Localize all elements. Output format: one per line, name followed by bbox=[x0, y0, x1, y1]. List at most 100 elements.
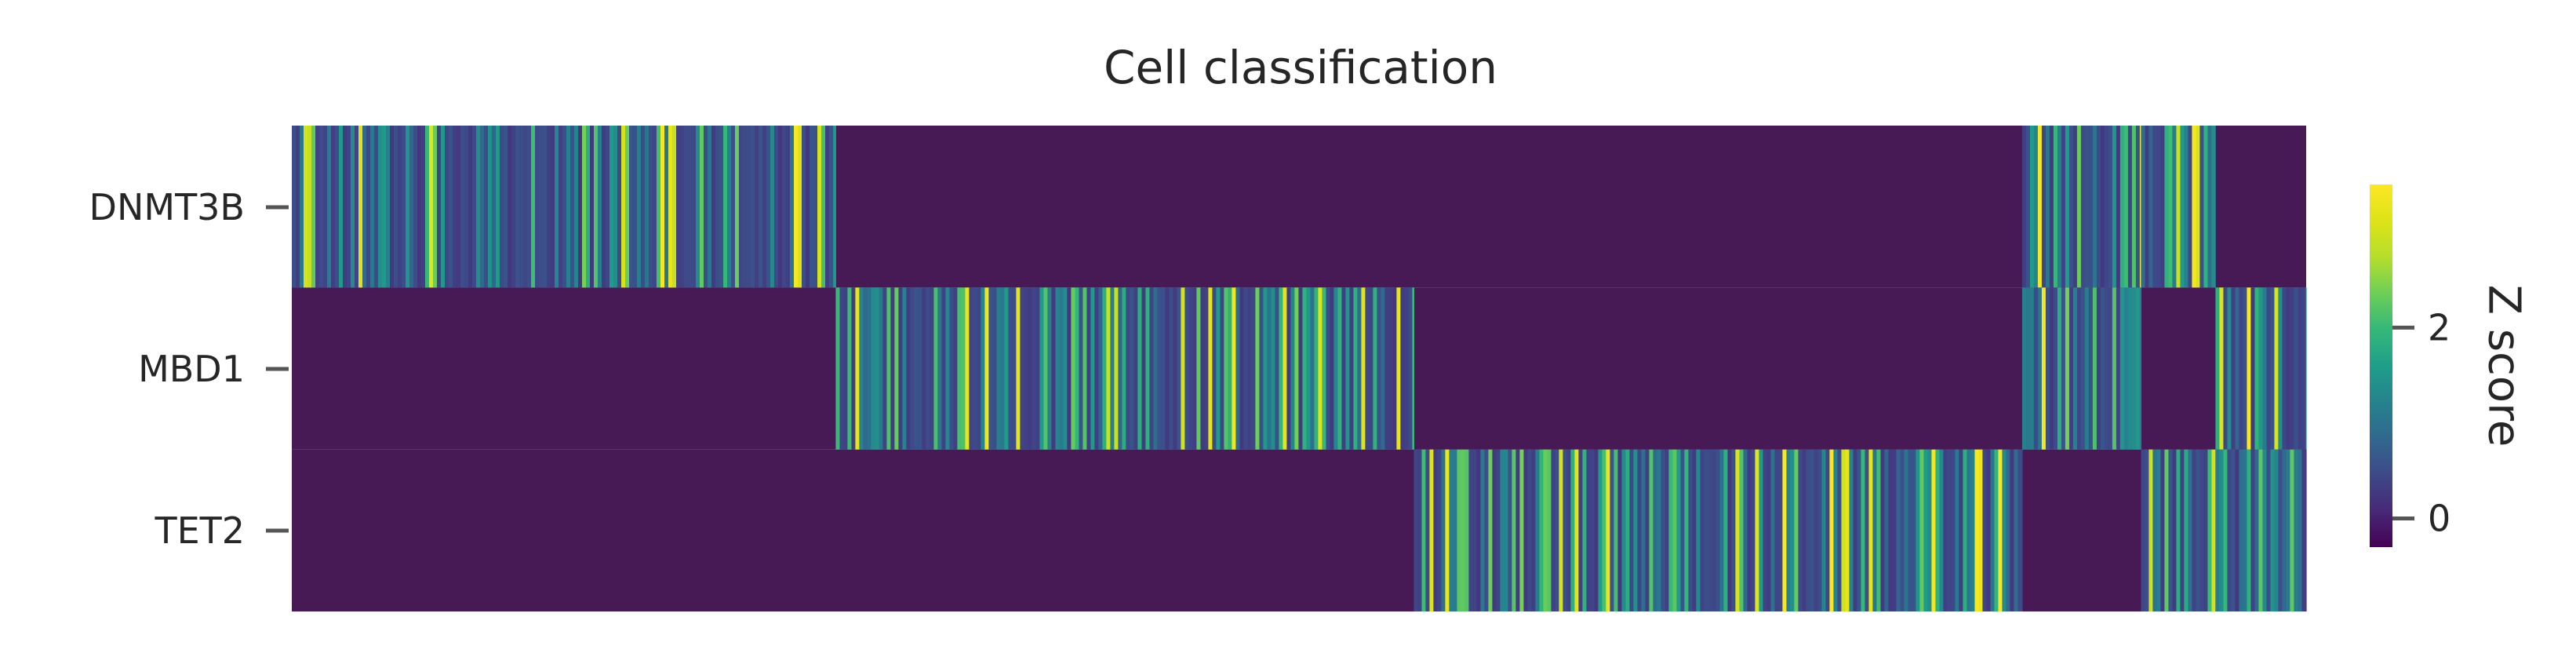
heatmap-cell bbox=[2219, 287, 2224, 450]
heatmap-cell bbox=[859, 287, 864, 450]
heatmap-cell bbox=[2092, 126, 2098, 288]
heatmap-cell bbox=[727, 126, 732, 288]
heatmap-cell bbox=[2305, 449, 2307, 611]
heatmap-cell bbox=[941, 287, 946, 450]
heatmap-cell bbox=[2053, 126, 2058, 288]
heatmap-cell bbox=[1610, 449, 1614, 611]
heatmap-cell bbox=[2254, 287, 2259, 450]
heatmap-cell bbox=[2145, 449, 2149, 611]
heatmap-cell bbox=[1384, 287, 1389, 450]
heatmap-cell bbox=[1200, 287, 1205, 450]
heatmap-cell bbox=[1004, 287, 1009, 450]
heatmap-cell bbox=[2080, 126, 2086, 288]
heatmap-cell bbox=[2207, 449, 2212, 611]
heatmap-cell bbox=[2294, 449, 2298, 611]
heatmap-cell bbox=[2108, 287, 2113, 450]
heatmap-cell bbox=[1680, 449, 1685, 611]
heatmap-cell bbox=[1098, 287, 1103, 450]
heatmap-cell bbox=[660, 126, 665, 288]
heatmap-cell bbox=[1939, 449, 1944, 611]
heatmap-cell bbox=[1464, 449, 1469, 611]
heatmap-cell bbox=[2080, 287, 2086, 450]
heatmap-cell bbox=[1974, 449, 1979, 611]
heatmap-cell bbox=[2088, 126, 2094, 288]
heatmap-cell bbox=[1802, 449, 1806, 611]
heatmap-cell bbox=[1531, 449, 1536, 611]
heatmap-cell bbox=[331, 126, 336, 288]
heatmap-cell bbox=[402, 126, 406, 288]
heatmap-cell bbox=[1563, 449, 1567, 611]
heatmap-cell bbox=[300, 126, 304, 288]
heatmap-cell bbox=[843, 287, 848, 450]
heatmap-cell bbox=[2096, 287, 2101, 450]
heatmap-cell bbox=[2068, 287, 2074, 450]
heatmap-cell bbox=[1574, 449, 1579, 611]
heatmap-cell bbox=[2119, 126, 2125, 288]
heatmap-cell bbox=[817, 126, 822, 288]
heatmap-cell bbox=[1461, 449, 1465, 611]
heatmap-cell bbox=[378, 126, 383, 288]
heatmap-cell bbox=[2274, 287, 2279, 450]
heatmap-cell bbox=[2199, 126, 2204, 288]
heatmap-cell bbox=[1196, 287, 1201, 450]
heatmap-cell bbox=[472, 126, 477, 288]
heatmap-cell bbox=[1031, 287, 1036, 450]
heatmap-cell bbox=[1149, 287, 1154, 450]
heatmap-cell bbox=[2057, 287, 2062, 450]
heatmap-cell bbox=[1908, 449, 1912, 611]
heatmap-cell bbox=[343, 126, 347, 288]
heatmap-cell bbox=[945, 287, 950, 450]
heatmap-cell bbox=[2239, 287, 2243, 450]
heatmap-cell bbox=[1243, 287, 1248, 450]
heatmap-cell bbox=[890, 287, 895, 450]
heatmap-cell bbox=[1137, 287, 1142, 450]
heatmap-cell bbox=[2084, 287, 2090, 450]
heatmap-cell bbox=[933, 287, 938, 450]
heatmap-cell bbox=[1130, 287, 1134, 450]
heatmap-cell bbox=[1259, 287, 1264, 450]
heatmap-cell bbox=[969, 287, 973, 450]
heatmap-cell bbox=[417, 126, 422, 288]
heatmap-cell bbox=[1294, 287, 1299, 450]
heatmap-cell bbox=[668, 126, 673, 288]
heatmap-cell bbox=[1039, 287, 1044, 450]
heatmap-cell bbox=[1837, 449, 1842, 611]
heatmap-cell bbox=[2112, 287, 2117, 450]
heatmap-cell bbox=[2215, 126, 2216, 288]
heatmap-cell bbox=[833, 126, 836, 288]
heatmap-cell bbox=[1086, 287, 1091, 450]
heatmap-cell bbox=[1912, 449, 1916, 611]
heatmap-cell bbox=[374, 126, 379, 288]
heatmap-cell bbox=[1586, 449, 1591, 611]
heatmap-cell bbox=[2290, 449, 2294, 611]
heatmap-cell bbox=[1727, 449, 1732, 611]
heatmap-cell bbox=[1598, 449, 1603, 611]
heatmap-cell bbox=[1421, 449, 1426, 611]
heatmap-cell bbox=[696, 126, 700, 288]
heatmap-cell bbox=[2049, 287, 2054, 450]
heatmap-cell bbox=[821, 126, 826, 288]
heatmap-cell bbox=[409, 126, 414, 288]
heatmap-cell bbox=[755, 126, 759, 288]
heatmap-cell bbox=[1641, 449, 1646, 611]
heatmap-cell bbox=[1388, 287, 1393, 450]
heatmap-cell bbox=[562, 126, 567, 288]
heatmap-cell bbox=[1043, 287, 1048, 450]
heatmap-cell bbox=[1692, 449, 1697, 611]
heatmap-cell bbox=[519, 126, 524, 288]
heatmap-cell bbox=[339, 126, 344, 288]
heatmap-cell bbox=[641, 126, 646, 288]
heatmap-cell bbox=[1412, 287, 1414, 450]
heatmap-cell bbox=[1751, 449, 1756, 611]
heatmap-cell bbox=[1774, 449, 1779, 611]
heatmap-cell bbox=[992, 287, 997, 450]
heatmap-cell bbox=[621, 126, 626, 288]
heatmap-cell bbox=[1665, 449, 1669, 611]
heatmap-cell bbox=[1963, 449, 1967, 611]
heatmap-cell bbox=[1306, 287, 1311, 450]
heatmap-cell bbox=[2065, 287, 2070, 450]
heatmap-cell bbox=[1825, 449, 1830, 611]
heatmap-cell bbox=[504, 126, 508, 288]
heatmap-cell bbox=[2041, 287, 2047, 450]
heatmap-cell bbox=[806, 126, 810, 288]
